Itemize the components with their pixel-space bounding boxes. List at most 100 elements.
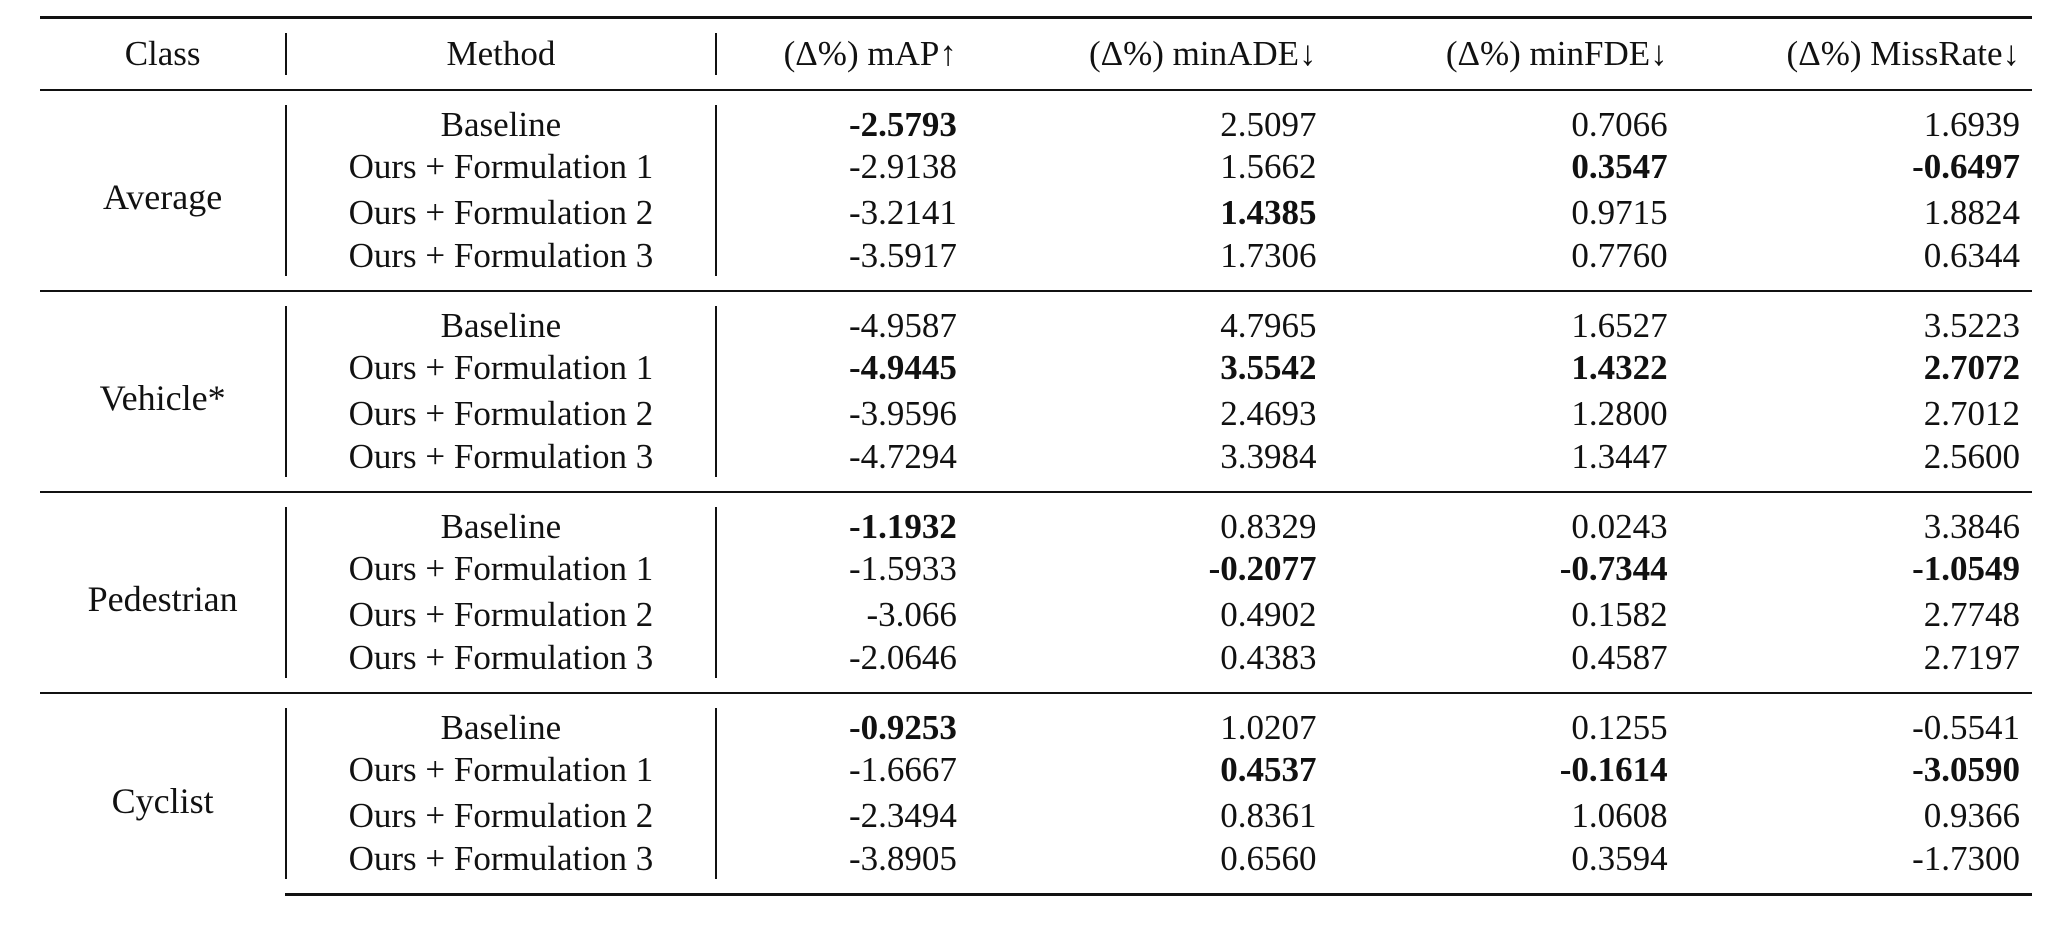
minfde-cell: 0.3594: [1328, 838, 1680, 896]
missrate-cell: -1.0549: [1912, 549, 2020, 589]
minfde-cell: 0.7066: [1571, 104, 1668, 144]
table-row: Ours + Formulation 2 -3.2141 1.4385 0.97…: [40, 190, 2032, 236]
map-cell: -2.5793: [848, 104, 957, 144]
missrate-cell: 1.8824: [1923, 192, 2020, 232]
missrate-cell: -0.5541: [1679, 691, 2032, 748]
minade-cell: 0.8361: [1220, 795, 1317, 835]
missrate-cell: 0.6344: [1923, 235, 2020, 275]
missrate-cell: 2.7748: [1923, 594, 2020, 634]
map-cell: -3.5917: [848, 235, 957, 275]
minfde-cell: 0.1582: [1571, 594, 1668, 634]
header-minade: (Δ%) minADE↓: [976, 17, 1329, 91]
group-vehicle: Vehicle* Baseline -4.9587 4.7965 1.6527 …: [40, 289, 2032, 492]
method-cell: Baseline: [285, 289, 717, 347]
results-table: Class Method (Δ%) mAP↑ (Δ%) minADE↓ (Δ%)…: [40, 16, 2032, 896]
method-cell: Baseline: [285, 90, 717, 145]
method-cell: Baseline: [285, 490, 717, 548]
table-row: Ours + Formulation 1 -2.9138 1.5662 0.35…: [40, 144, 2032, 191]
missrate-cell: -0.6497: [1912, 147, 2020, 187]
method-cell: Ours + Formulation 3: [285, 838, 717, 896]
map-cell: -1.1932: [716, 490, 977, 547]
method-cell: Ours + Formulation 3: [285, 235, 717, 291]
minade-cell: 0.4537: [1220, 750, 1317, 790]
results-table-container: Class Method (Δ%) mAP↑ (Δ%) minADE↓ (Δ%)…: [40, 16, 2032, 896]
table-row: Ours + Formulation 3 -4.7294 3.3984 1.34…: [40, 436, 2032, 492]
method-cell: Baseline: [285, 691, 717, 749]
minade-cell: 1.5662: [1220, 147, 1317, 187]
minfde-cell: 1.3447: [1571, 436, 1668, 476]
minfde-cell: 1.2800: [1571, 393, 1668, 433]
minfde-cell: 0.7760: [1571, 235, 1668, 275]
missrate-cell: 1.6939: [1923, 104, 2020, 144]
map-cell: -3.8905: [716, 838, 977, 896]
minfde-cell: 1.4322: [1571, 348, 1668, 388]
header-method: Method: [285, 17, 717, 91]
group-cyclist: Cyclist Baseline -0.9253 1.0207 0.1255 -…: [40, 691, 2032, 896]
table-row: Ours + Formulation 1 -1.5933 -0.2077 -0.…: [40, 546, 2032, 593]
missrate-cell: 2.5600: [1923, 436, 2020, 476]
minfde-cell: 1.0608: [1571, 795, 1668, 835]
class-label: Vehicle*: [40, 289, 286, 492]
minfde-cell: 1.6527: [1328, 289, 1680, 346]
minfde-cell: 0.4587: [1571, 637, 1668, 677]
method-cell: Ours + Formulation 1: [285, 747, 717, 794]
table-row: Ours + Formulation 3 -2.0646 0.4383 0.45…: [40, 637, 2032, 693]
missrate-cell: 0.9366: [1923, 795, 2020, 835]
minfde-cell: -0.7344: [1559, 549, 1668, 589]
table-row: Ours + Formulation 1 -1.6667 0.4537 -0.1…: [40, 747, 2032, 794]
method-cell: Ours + Formulation 2: [285, 592, 717, 638]
map-cell: -4.7294: [848, 436, 957, 476]
table-row: Average Baseline -2.5793 2.5097 0.7066 1…: [40, 90, 2032, 217]
missrate-cell: 2.7197: [1923, 637, 2020, 677]
minade-cell: -0.2077: [1208, 549, 1317, 589]
missrate-cell: 2.7012: [1923, 393, 2020, 433]
table-row: Ours + Formulation 1 -4.9445 3.5542 1.43…: [40, 345, 2032, 392]
missrate-cell: -1.7300: [1679, 838, 2032, 896]
table-row: Cyclist Baseline -0.9253 1.0207 0.1255 -…: [40, 691, 2032, 894]
table-row: Ours + Formulation 2 -3.9596 2.4693 1.28…: [40, 391, 2032, 437]
header-row: Class Method (Δ%) mAP↑ (Δ%) minADE↓ (Δ%)…: [40, 17, 2032, 91]
minade-cell: 4.7965: [976, 289, 1329, 346]
header-minfde: (Δ%) minFDE↓: [1328, 17, 1680, 91]
header-missrate: (Δ%) MissRate↓: [1679, 17, 2032, 91]
group-average: Average Baseline -2.5793 2.5097 0.7066 1…: [40, 90, 2032, 291]
map-cell: -4.9587: [716, 289, 977, 346]
minade-cell: 1.7306: [1220, 235, 1317, 275]
map-cell: -3.2141: [848, 192, 957, 232]
method-cell: Ours + Formulation 2: [285, 793, 717, 839]
minade-cell: 1.4385: [1220, 192, 1317, 232]
minfde-cell: 0.1255: [1328, 691, 1680, 748]
missrate-cell: 2.7072: [1923, 348, 2020, 388]
map-cell: -2.3494: [848, 795, 957, 835]
map-cell: -2.0646: [848, 637, 957, 677]
missrate-cell: -3.0590: [1912, 750, 2020, 790]
minfde-cell: 0.0243: [1328, 490, 1680, 547]
map-cell: -0.9253: [716, 691, 977, 748]
minade-cell: 2.4693: [1220, 393, 1317, 433]
method-cell: Ours + Formulation 1: [285, 345, 717, 392]
table-row: Vehicle* Baseline -4.9587 4.7965 1.6527 …: [40, 289, 2032, 492]
minade-cell: 0.8329: [976, 490, 1329, 547]
missrate-cell: 3.3846: [1679, 490, 2032, 547]
minfde-cell: 0.9715: [1571, 192, 1668, 232]
map-cell: -2.9138: [848, 147, 957, 187]
method-cell: Ours + Formulation 2: [285, 391, 717, 437]
map-cell: -1.5933: [848, 549, 957, 589]
minfde-cell: -0.1614: [1559, 750, 1668, 790]
minade-cell: 3.3984: [1220, 436, 1317, 476]
table-header: Class Method (Δ%) mAP↑ (Δ%) minADE↓ (Δ%)…: [40, 17, 2032, 91]
header-map: (Δ%) mAP↑: [716, 17, 977, 91]
minade-cell: 0.4902: [1220, 594, 1317, 634]
header-class: Class: [40, 17, 286, 91]
map-cell: -4.9445: [848, 348, 957, 388]
map-cell: -3.9596: [848, 393, 957, 433]
minade-cell: 2.5097: [1220, 104, 1317, 144]
table-row: Ours + Formulation 3 -3.5917 1.7306 0.77…: [40, 235, 2032, 291]
minfde-cell: 0.3547: [1571, 147, 1668, 187]
table-row: Ours + Formulation 2 -3.066 0.4902 0.158…: [40, 592, 2032, 638]
table-row: Ours + Formulation 2 -2.3494 0.8361 1.06…: [40, 793, 2032, 839]
method-cell: Ours + Formulation 3: [285, 436, 717, 492]
table-row: Ours + Formulation 3 -3.8905 0.6560 0.35…: [40, 838, 2032, 896]
minade-cell: 1.0207: [976, 691, 1329, 748]
class-label: Cyclist: [40, 691, 286, 894]
